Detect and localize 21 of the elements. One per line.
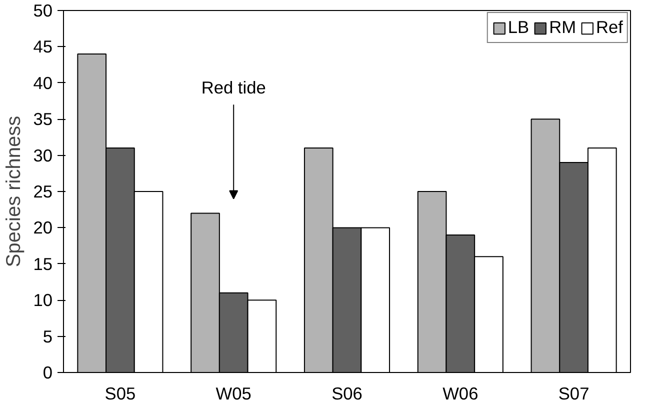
y-axis-title: Species richness (3, 116, 26, 268)
y-tick-label: 40 (33, 72, 53, 93)
y-tick-label: 35 (33, 109, 53, 130)
y-tick-label: 45 (33, 36, 53, 57)
y-tick-label: 20 (33, 218, 53, 238)
y-tick-label: 5 (42, 326, 53, 346)
y-tick-label: 50 (33, 0, 53, 20)
y-tick-label: 30 (33, 145, 53, 166)
legend-label: LB (508, 17, 530, 38)
x-tick-label: S05 (104, 384, 136, 404)
y-tick-label: 15 (33, 254, 53, 274)
x-tick-label: S06 (332, 384, 362, 404)
x-tick-label: W06 (442, 384, 478, 404)
legend-label: Ref (596, 17, 623, 38)
annotation: Red tide (201, 77, 266, 98)
y-tick-label: 25 (33, 182, 53, 202)
y-tick-label: 0 (42, 362, 53, 382)
x-tick-label: S07 (558, 384, 590, 404)
x-tick-label: W05 (216, 384, 252, 404)
legend-label: RM (549, 17, 576, 38)
y-tick-label: 10 (33, 290, 53, 310)
